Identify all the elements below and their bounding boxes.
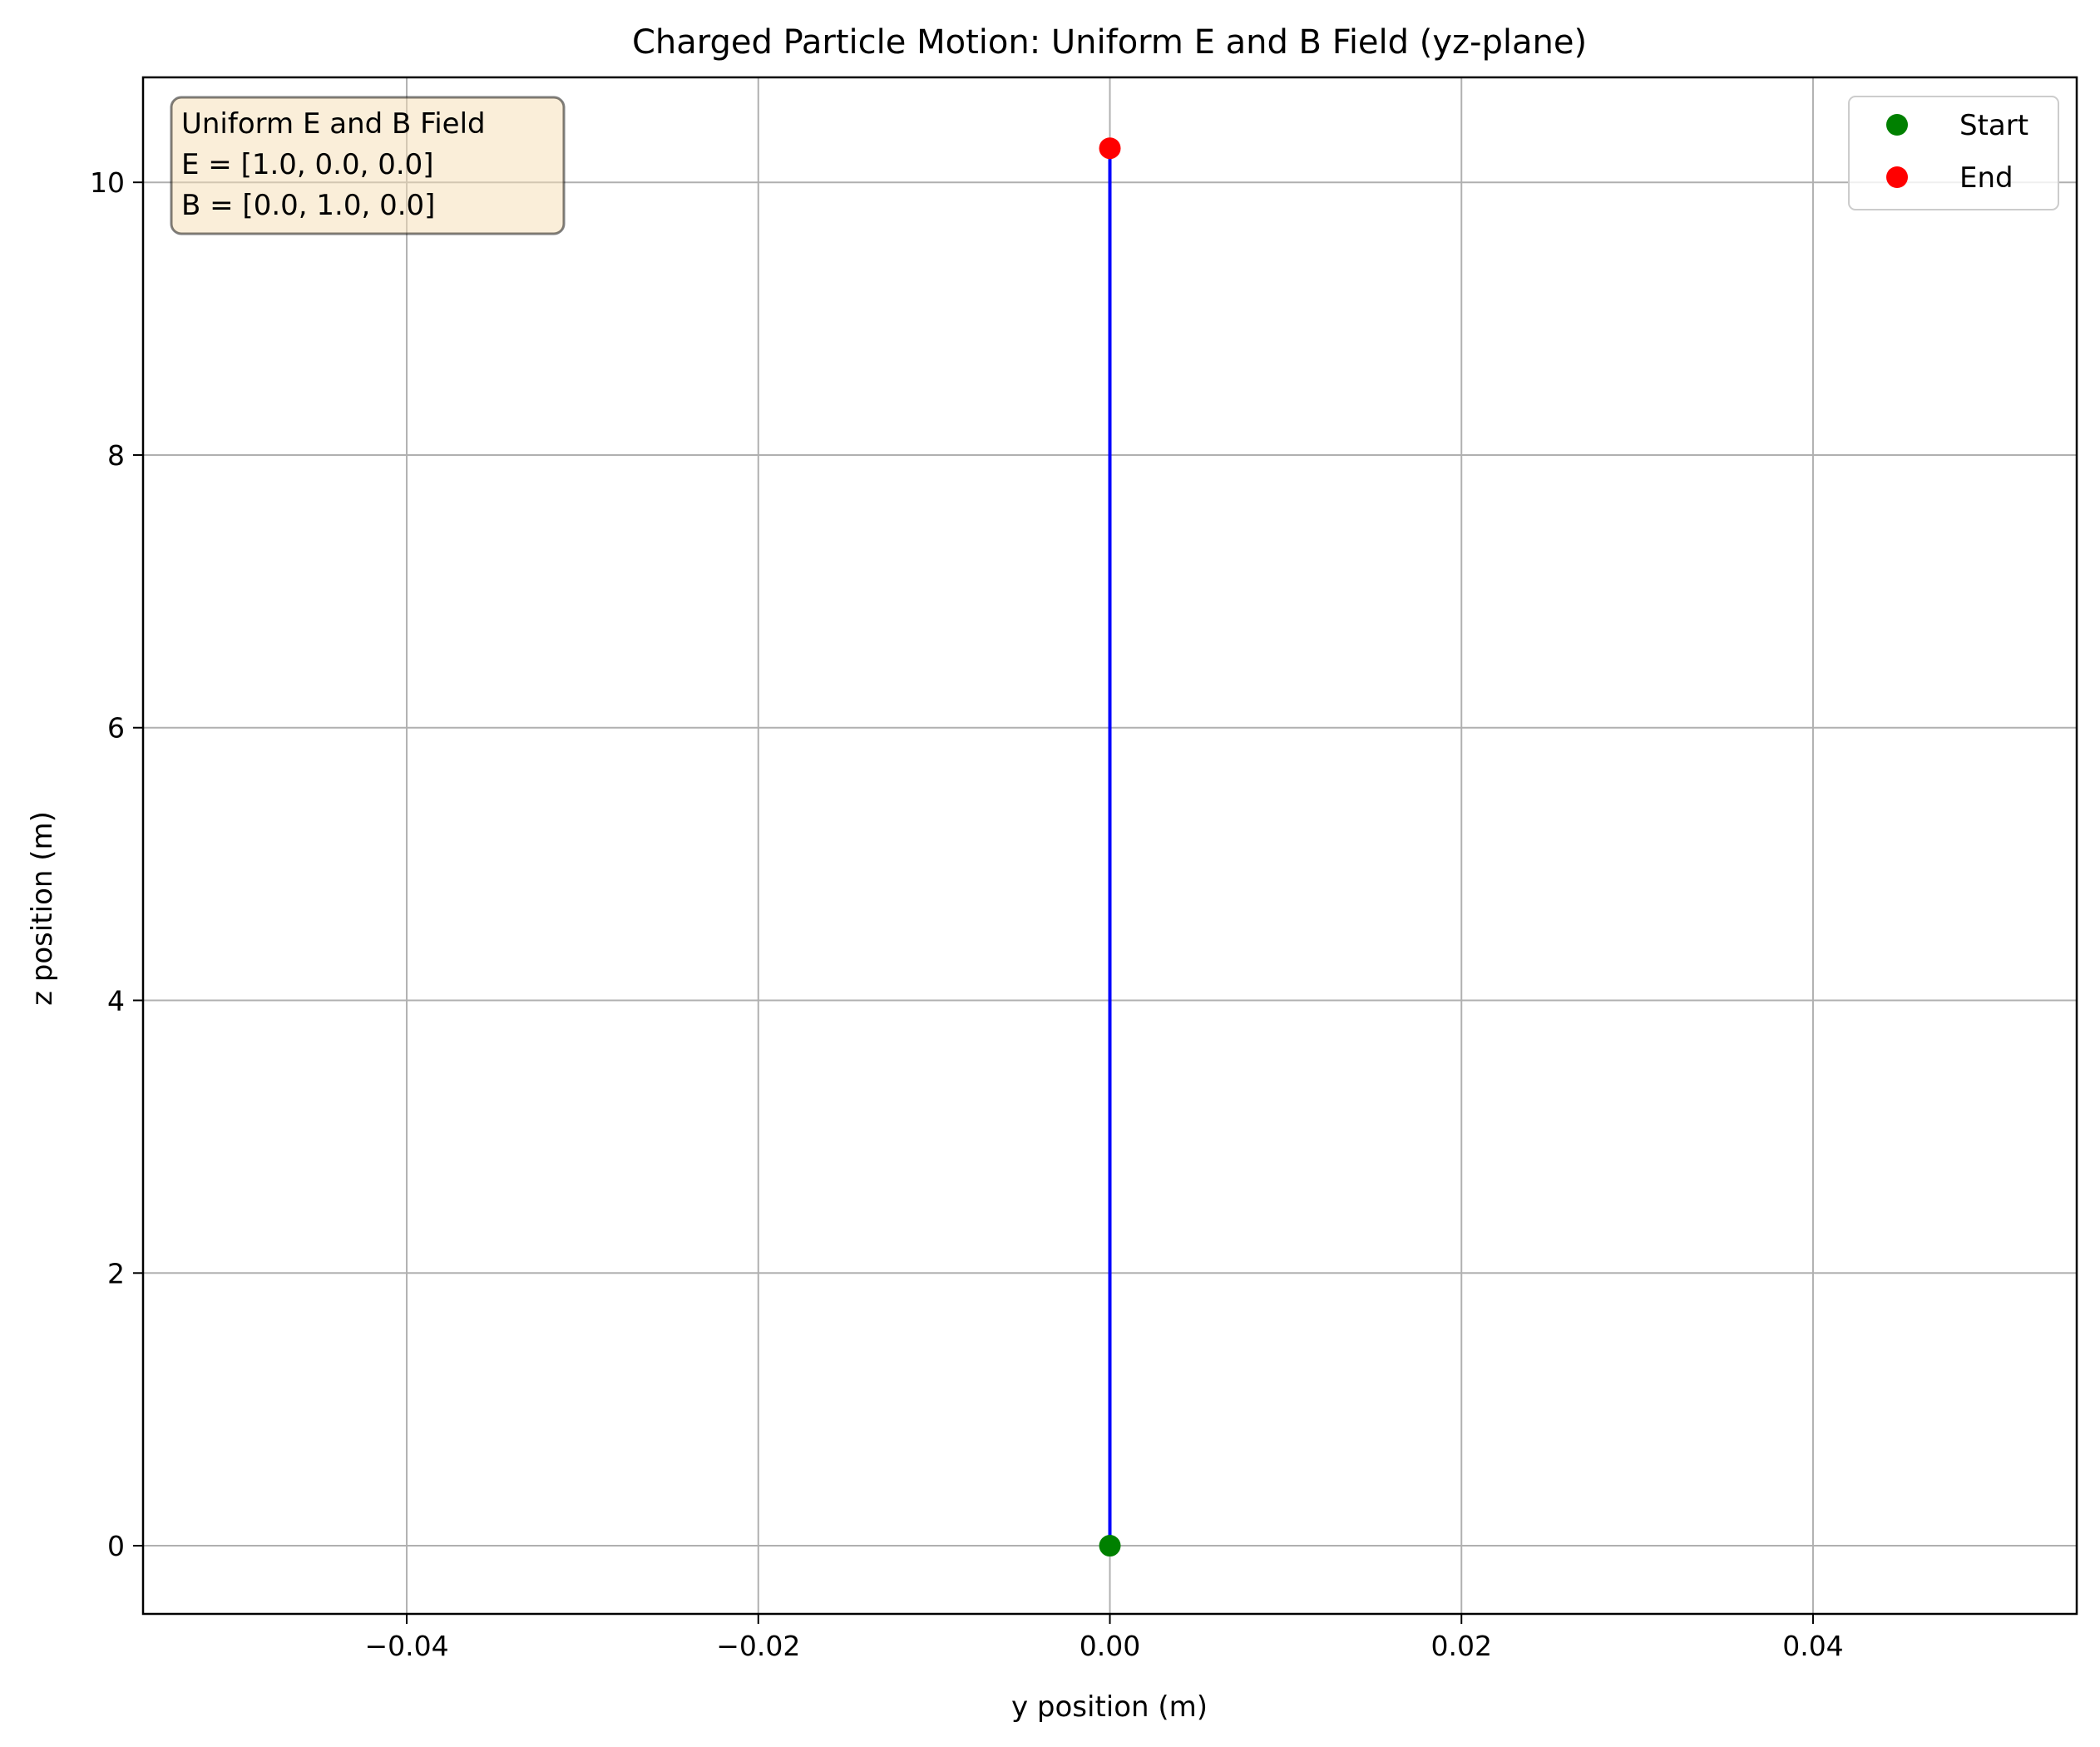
y-tick-label: 10 [90,166,125,199]
y-tick-label: 4 [107,985,125,1017]
legend-label-start: Start [1959,109,2028,142]
annotation-line: E = [1.0, 0.0, 0.0] [181,148,434,181]
end-marker [1099,137,1121,160]
x-tick-label: −0.02 [716,1630,800,1662]
y-tick-label: 8 [107,439,125,472]
x-tick-label: 0.02 [1430,1630,1491,1662]
y-tick-label: 2 [107,1257,125,1289]
annotation-background [170,96,566,235]
legend-marker-start [1886,114,1908,136]
x-tick-label: 0.04 [1782,1630,1843,1662]
y-tick-label: 0 [107,1530,125,1562]
y-tick-label: 6 [107,712,125,745]
x-axis-label: y position (m) [1011,1690,1208,1724]
legend-marker-end [1886,166,1908,188]
chart-title: Charged Particle Motion: Uniform E and B… [632,23,1587,62]
annotation-line: B = [0.0, 1.0, 0.0] [181,189,435,222]
x-tick-label: 0.00 [1080,1630,1140,1662]
y-axis-label: z position (m) [26,811,59,1006]
x-tick-label: −0.04 [364,1630,448,1662]
legend: Start End [1848,96,2059,210]
plot-data [1099,137,1121,1557]
annotation-box: Uniform E and B Field E = [1.0, 0.0, 0.0… [170,96,566,235]
axis-ticks: −0.04 −0.02 0.00 0.02 0.04 0 2 4 6 8 10 [90,166,1844,1662]
start-marker [1099,1535,1121,1557]
legend-label-end: End [1959,161,2014,195]
annotation-line: Uniform E and B Field [181,107,486,141]
